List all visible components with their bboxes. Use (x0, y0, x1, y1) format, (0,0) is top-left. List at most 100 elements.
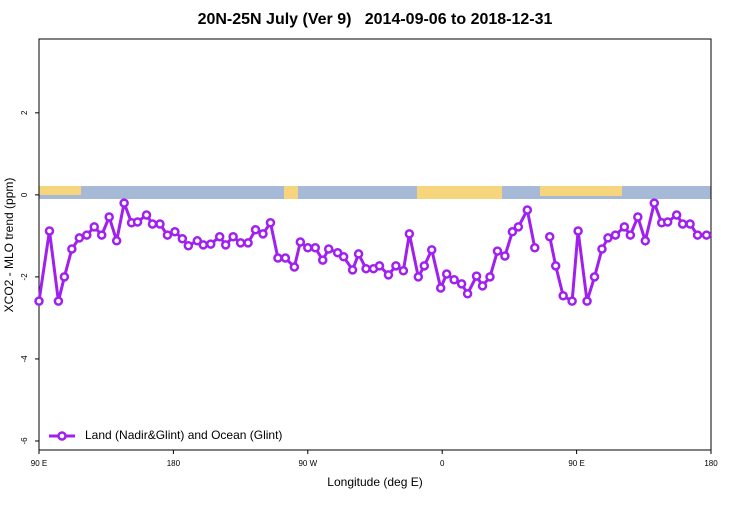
chart-title: 20N-25N July (Ver 9) 2014-09-06 to 2018-… (198, 11, 553, 28)
x-tick-label: 90 W (298, 459, 317, 468)
data-point (462, 288, 473, 299)
data-point (477, 281, 488, 291)
data-point (89, 222, 100, 232)
data-point (513, 222, 524, 232)
data-point (205, 239, 216, 249)
data-point (500, 251, 510, 261)
x-tick-label: 90 E (31, 459, 47, 468)
data-point (640, 236, 651, 246)
data-point (361, 263, 371, 274)
data-point (544, 231, 555, 242)
data-point (332, 247, 343, 258)
data-point (383, 270, 394, 280)
data-point (567, 296, 577, 306)
data-point (44, 226, 55, 236)
y-tick-label: -2 (20, 273, 29, 281)
data-point (192, 236, 203, 246)
data-point (155, 219, 165, 229)
data-point (619, 222, 630, 232)
data-point (603, 233, 613, 243)
data-point (522, 205, 533, 215)
data-point (243, 238, 253, 248)
map-band (39, 186, 711, 199)
data-point (597, 244, 607, 254)
data-point (111, 236, 122, 246)
land-patch (540, 186, 622, 196)
land-patch (284, 186, 298, 199)
plot-frame (38, 38, 712, 451)
data-point (338, 252, 349, 262)
data-point (485, 272, 495, 282)
data-point (183, 240, 194, 251)
x-tick-label: 0 (440, 459, 445, 468)
y-tick-label: -6 (20, 437, 29, 445)
data-point (303, 243, 313, 253)
x-tick-label: 90 E (568, 459, 584, 468)
y-tick-label: 2 (20, 110, 29, 115)
x-tick-label: 180 (704, 459, 718, 468)
data-point (558, 291, 568, 301)
land-patch (417, 186, 502, 199)
x-tick-label: 180 (167, 459, 181, 468)
data-point (582, 296, 592, 306)
data-point (295, 237, 306, 247)
data-point (492, 246, 503, 256)
data-point (550, 261, 561, 271)
data-point (82, 230, 92, 240)
data-point (310, 243, 321, 253)
data-point (96, 230, 107, 240)
data-point (404, 229, 415, 239)
data-point (147, 219, 158, 229)
data-point (419, 261, 430, 271)
data-point (162, 230, 173, 240)
data-point (353, 249, 364, 259)
data-point (671, 210, 682, 220)
data-point (426, 245, 437, 255)
data-point (104, 212, 114, 222)
data-point (677, 219, 688, 229)
data-point (398, 266, 409, 276)
land-patch (39, 186, 81, 195)
data-point (374, 261, 385, 271)
data-point (507, 227, 518, 237)
data-point (323, 244, 334, 254)
data-point (220, 240, 231, 250)
data-point (692, 230, 703, 240)
data-point (589, 272, 600, 282)
data-point (280, 253, 291, 263)
data-point (141, 210, 152, 220)
data-point (67, 244, 77, 254)
data-point (170, 227, 180, 237)
data-point (391, 261, 401, 271)
data-point (177, 234, 188, 244)
data-point (250, 224, 261, 235)
data-point (317, 255, 328, 265)
data-point (701, 230, 712, 240)
data-point (228, 231, 238, 242)
data-point (662, 217, 673, 227)
data-point (289, 262, 300, 272)
y-axis-label: XCO2 - MLO trend (ppm) (2, 178, 16, 313)
data-point (456, 279, 467, 289)
data-point (119, 198, 129, 208)
y-tick-label: 0 (20, 192, 29, 197)
data-point (273, 253, 283, 263)
data-point (413, 272, 424, 282)
data-point (347, 265, 358, 275)
data-point (449, 275, 459, 285)
data-point (34, 296, 44, 306)
data-point (235, 238, 246, 248)
data-point (132, 217, 143, 227)
data-point (59, 272, 70, 282)
data-point (435, 283, 446, 293)
data-point (530, 243, 540, 253)
data-point (633, 212, 643, 222)
legend-label: Land (Nadir&Glint) and Ocean (Glint) (85, 428, 282, 442)
data-point (258, 229, 268, 239)
data-point (685, 219, 695, 229)
data-point (573, 226, 583, 236)
data-point (74, 233, 85, 243)
data-point (625, 230, 636, 240)
data-point (214, 231, 225, 242)
data-point (649, 198, 660, 208)
